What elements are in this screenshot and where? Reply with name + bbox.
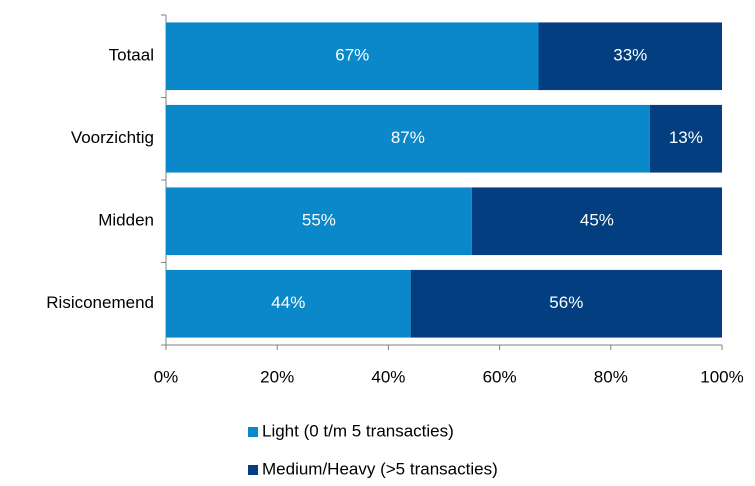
bar-segment: [166, 187, 472, 256]
bar-segment: [471, 187, 722, 256]
x-tick-label: 60%: [483, 367, 517, 386]
legend-label: Light (0 t/m 5 transacties): [262, 421, 454, 440]
value-label: 67%: [335, 46, 369, 65]
bar-segment: [538, 22, 722, 91]
x-tick-label: 0%: [154, 367, 179, 386]
y-tick-label: Midden: [98, 211, 154, 230]
x-tick-label: 40%: [371, 367, 405, 386]
y-tick-label: Voorzichtig: [71, 128, 154, 147]
y-tick-label: Totaal: [109, 46, 154, 65]
bar-segment: [166, 269, 411, 338]
bar-segment: [166, 104, 650, 173]
bar-segment: [649, 104, 722, 173]
value-label: 87%: [391, 128, 425, 147]
legend-swatch: [248, 465, 258, 475]
y-tick-label: Risiconemend: [46, 293, 154, 312]
value-label: 45%: [580, 211, 614, 230]
value-label: 33%: [613, 46, 647, 65]
value-label: 56%: [549, 293, 583, 312]
bar-segment: [410, 269, 722, 338]
value-label: 44%: [271, 293, 305, 312]
value-label: 55%: [302, 211, 336, 230]
bar-segment: [166, 22, 539, 91]
value-label: 13%: [669, 128, 703, 147]
legend-label: Medium/Heavy (>5 transacties): [262, 459, 498, 478]
x-tick-label: 100%: [700, 367, 743, 386]
x-tick-label: 80%: [594, 367, 628, 386]
legend-swatch: [248, 427, 258, 437]
x-tick-label: 20%: [260, 367, 294, 386]
